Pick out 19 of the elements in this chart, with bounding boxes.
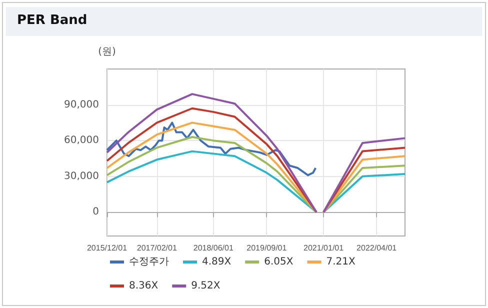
chart-title: PER Band (17, 13, 88, 28)
x-tick-label: 2021/01/01 (304, 244, 344, 252)
x-tick-label: 2022/04/01 (356, 244, 398, 252)
x-tick-label: 2018/06/01 (193, 244, 234, 252)
legend-label: 8.36X (129, 280, 158, 292)
y-tick-label: 0 (92, 206, 99, 218)
legend-label: 7.21X (326, 256, 356, 268)
legend-label: 수정주가 (129, 256, 169, 268)
y-tick-label: 60,000 (64, 135, 99, 146)
legend-label: 6.05X (264, 256, 294, 268)
y-tick-label: 30,000 (64, 170, 99, 182)
line-series (106, 122, 317, 176)
x-tick-label: 2019/09/01 (246, 244, 288, 252)
legend-label: 9.52X (191, 280, 220, 292)
x-tick-label: 2015/12/01 (86, 244, 128, 252)
y-tick-label: 90,000 (64, 99, 99, 110)
x-tick-label: 2017/02/01 (136, 244, 178, 252)
y-axis-title: (원) (98, 46, 116, 58)
legend-label: 4.89X (202, 256, 232, 268)
